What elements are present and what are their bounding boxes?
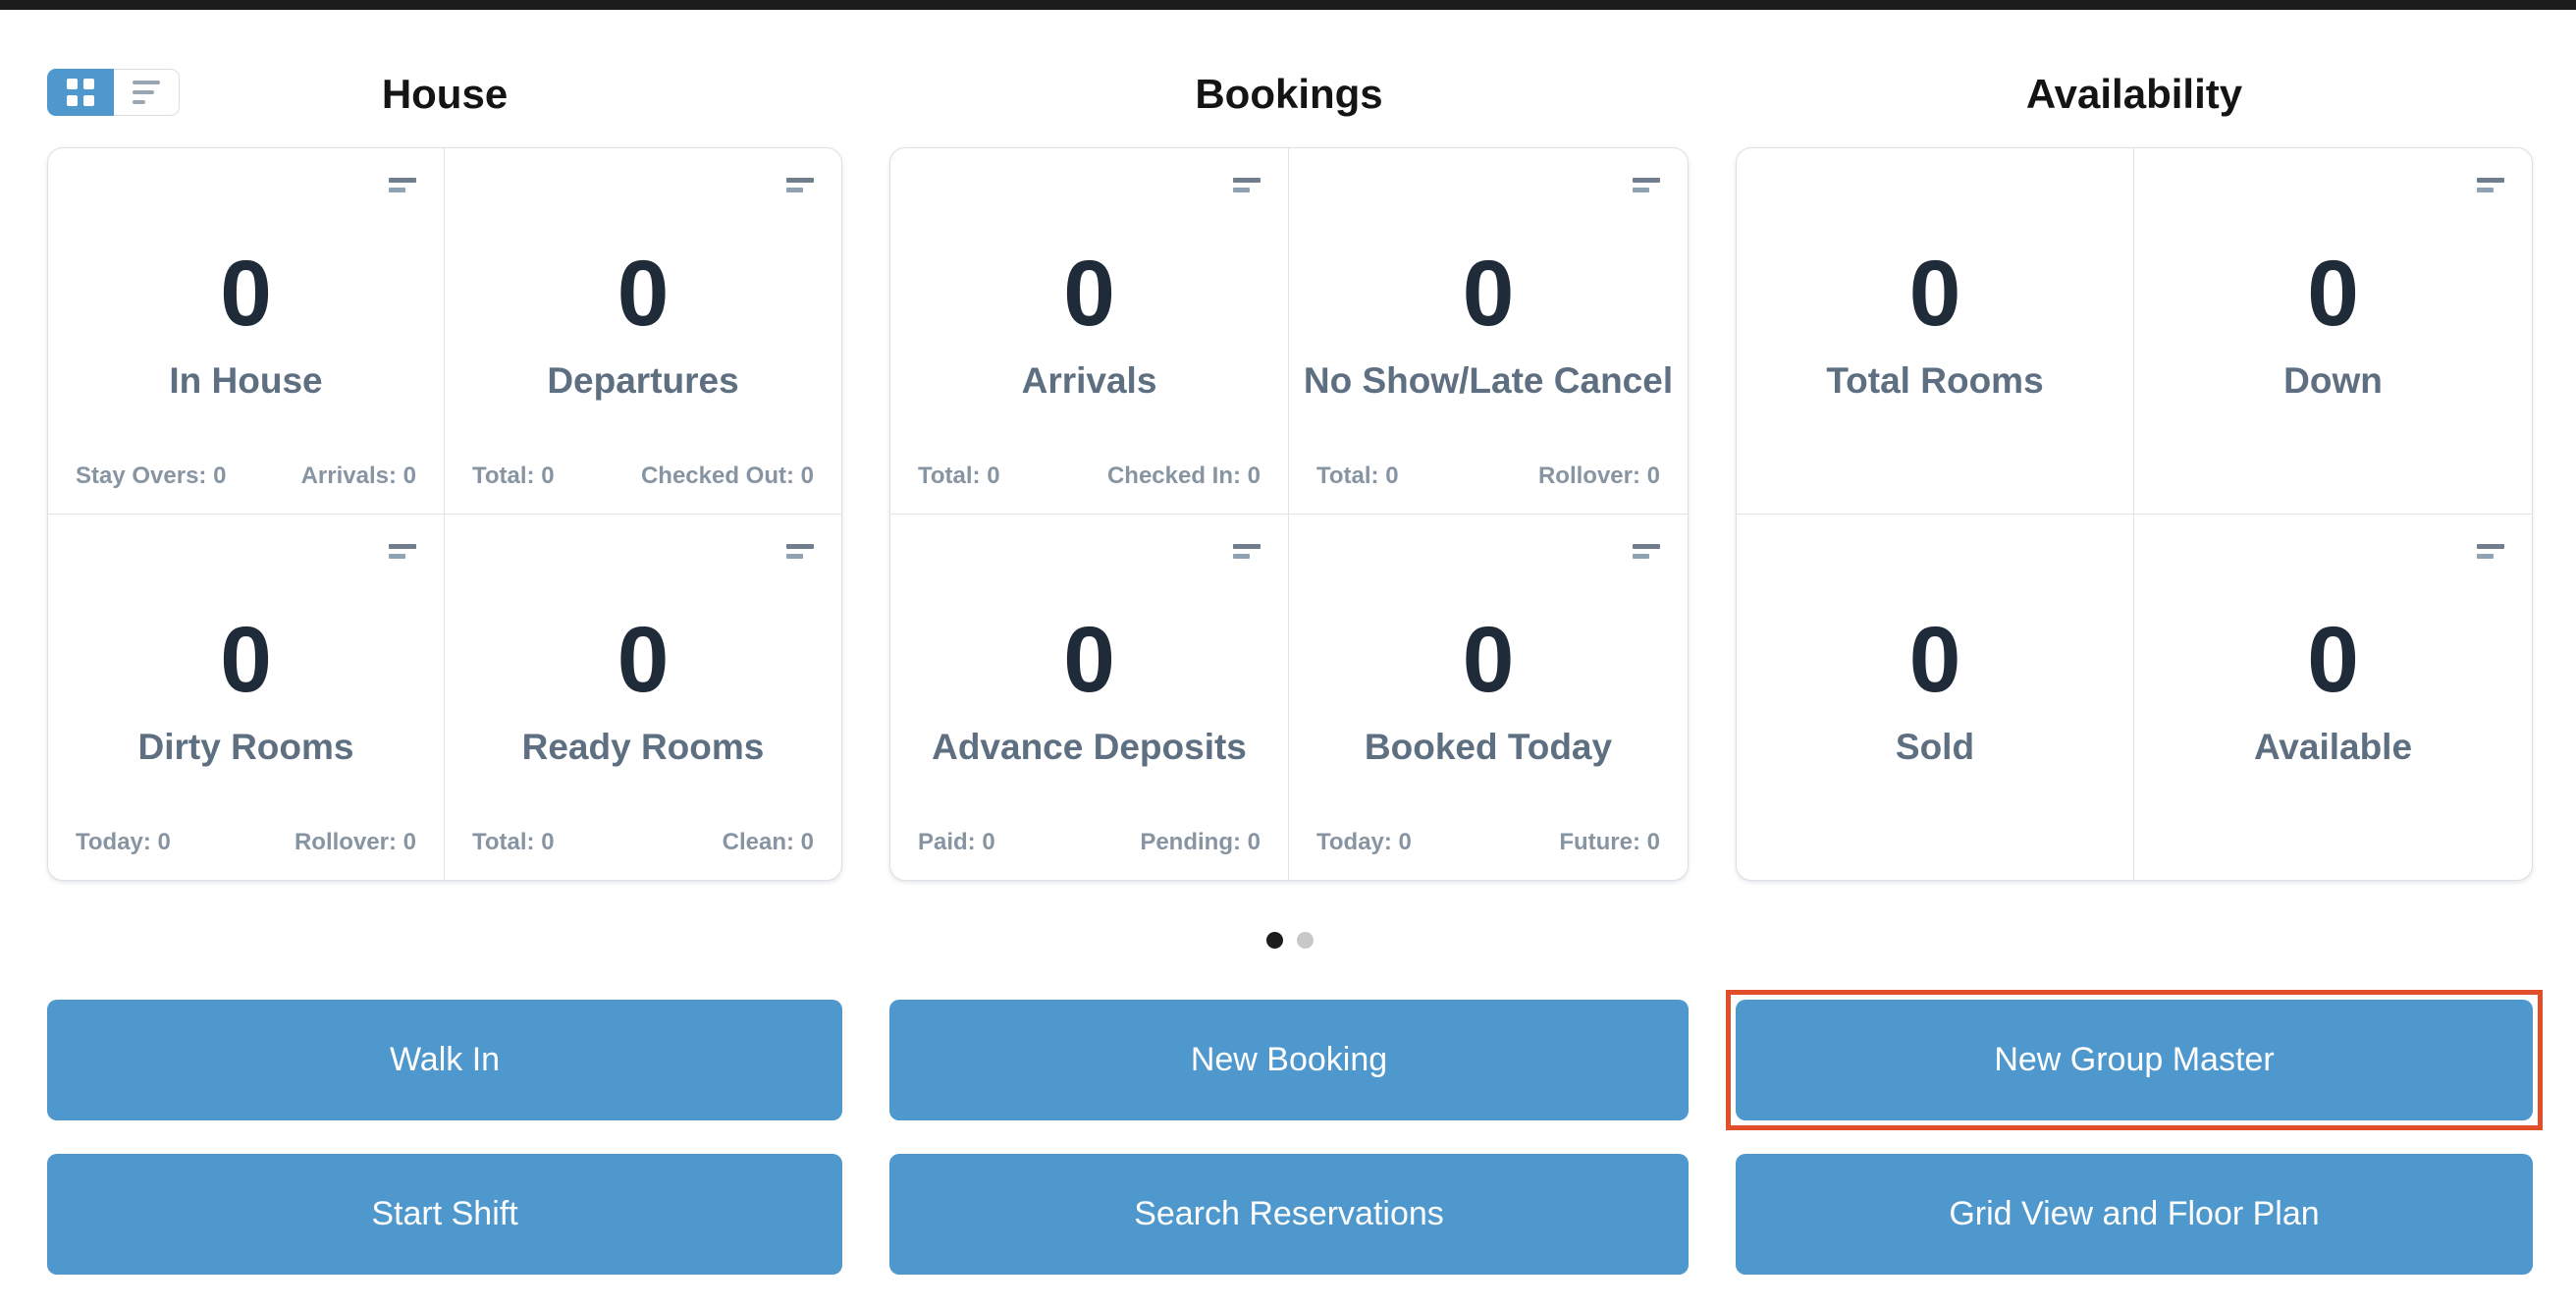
card-value: 0 [220, 241, 272, 346]
card-menu-icon[interactable] [2477, 178, 2504, 192]
walk-in-button[interactable]: Walk In [47, 1000, 842, 1120]
card-label: Arrivals [1021, 359, 1157, 401]
card-value: 0 [1908, 607, 1961, 712]
card-footer-right: Arrivals: 0 [300, 462, 416, 489]
bookings-panel: 0 Arrivals Total: 0 Checked In: 0 0 No S… [889, 147, 1689, 881]
card-label: Dirty Rooms [137, 726, 354, 767]
card-footer-left: Total: 0 [1316, 462, 1399, 489]
card-total-rooms[interactable]: 0 Total Rooms [1737, 148, 2134, 515]
card-menu-icon[interactable] [786, 543, 814, 559]
card-value: 0 [1908, 241, 1961, 346]
card-footer-right: Pending: 0 [1140, 829, 1261, 855]
section-title-bookings: Bookings [1195, 71, 1383, 117]
card-menu-icon[interactable] [1633, 543, 1660, 559]
card-ready-rooms[interactable]: 0 Ready Rooms Total: 0 Clean: 0 [445, 515, 841, 881]
list-lines-icon [133, 81, 160, 104]
card-value: 0 [617, 241, 670, 346]
card-sold[interactable]: 0 Sold [1737, 514, 2134, 880]
grid-2x2-icon [67, 79, 94, 106]
house-panel: 0 In House Stay Overs: 0 Arrivals: 0 0 D… [47, 147, 842, 881]
grid-view-floor-plan-button[interactable]: Grid View and Floor Plan [1736, 1154, 2533, 1275]
card-menu-icon[interactable] [1233, 178, 1261, 192]
new-booking-button[interactable]: New Booking [889, 1000, 1689, 1120]
card-dirty-rooms[interactable]: 0 Dirty Rooms Today: 0 Rollover: 0 [48, 514, 445, 880]
card-value: 0 [1462, 607, 1515, 712]
card-footer-right: Rollover: 0 [1537, 462, 1660, 489]
grid-view-toggle-button[interactable] [47, 69, 114, 116]
card-footer-left: Today: 0 [1316, 829, 1412, 855]
card-value: 0 [1063, 241, 1115, 346]
card-menu-icon[interactable] [786, 178, 814, 192]
card-label: No Show/Late Cancel [1303, 359, 1674, 401]
section-title-house: House [381, 71, 509, 117]
top-black-bar [0, 0, 2576, 10]
carousel-dot-2[interactable] [1297, 932, 1314, 949]
new-group-master-button[interactable]: New Group Master [1736, 1000, 2533, 1120]
card-footer-left: Today: 0 [76, 829, 171, 855]
card-value: 0 [1462, 241, 1515, 346]
card-value: 0 [2307, 241, 2359, 346]
card-footer-right: Clean: 0 [722, 829, 814, 855]
section-titles: House Bookings Availability [47, 71, 2533, 118]
card-footer-left: Total: 0 [918, 462, 1000, 489]
dashboard-panels: 0 In House Stay Overs: 0 Arrivals: 0 0 D… [47, 147, 2533, 881]
card-footer-right: Checked Out: 0 [640, 462, 814, 489]
card-no-show-late-cancel[interactable]: 0 No Show/Late Cancel Total: 0 Rollover:… [1289, 148, 1688, 515]
card-footer-right: Rollover: 0 [294, 829, 416, 855]
card-menu-icon[interactable] [1633, 178, 1660, 192]
section-title-availability: Availability [2025, 71, 2243, 117]
card-menu-icon[interactable] [2477, 543, 2504, 559]
card-down[interactable]: 0 Down [2134, 148, 2532, 515]
card-menu-icon[interactable] [389, 178, 416, 192]
card-label: Total Rooms [1826, 359, 2044, 401]
card-available[interactable]: 0 Available [2134, 515, 2532, 881]
view-toggle [47, 69, 180, 116]
card-footer-right: Future: 0 [1559, 829, 1660, 855]
carousel-dots [47, 932, 2533, 949]
search-reservations-button[interactable]: Search Reservations [889, 1154, 1689, 1275]
carousel-dot-1-active[interactable] [1266, 932, 1283, 949]
card-in-house[interactable]: 0 In House Stay Overs: 0 Arrivals: 0 [48, 148, 445, 515]
card-booked-today[interactable]: 0 Booked Today Today: 0 Future: 0 [1289, 515, 1688, 881]
card-label: Ready Rooms [521, 726, 765, 767]
card-footer-left: Paid: 0 [918, 829, 995, 855]
card-label: Down [2283, 359, 2383, 401]
card-footer-left: Stay Overs: 0 [76, 462, 227, 489]
card-advance-deposits[interactable]: 0 Advance Deposits Paid: 0 Pending: 0 [890, 514, 1289, 880]
card-label: In House [169, 359, 323, 401]
card-label: Available [2253, 726, 2413, 767]
card-footer-left: Total: 0 [472, 462, 555, 489]
card-value: 0 [617, 607, 670, 712]
availability-panel: 0 Total Rooms 0 Down 0 Sold 0 Available [1736, 147, 2533, 881]
list-view-toggle-button[interactable] [114, 69, 180, 116]
card-departures[interactable]: 0 Departures Total: 0 Checked Out: 0 [445, 148, 841, 515]
card-label: Departures [547, 359, 739, 401]
card-arrivals[interactable]: 0 Arrivals Total: 0 Checked In: 0 [890, 148, 1289, 515]
card-value: 0 [2307, 607, 2359, 712]
card-label: Advance Deposits [932, 726, 1247, 767]
card-menu-icon[interactable] [1233, 543, 1261, 559]
card-footer-right: Checked In: 0 [1106, 462, 1261, 489]
card-label: Sold [1895, 726, 1975, 767]
card-value: 0 [1063, 607, 1115, 712]
card-menu-icon[interactable] [389, 543, 416, 559]
card-value: 0 [220, 607, 272, 712]
card-footer-left: Total: 0 [472, 829, 555, 855]
start-shift-button[interactable]: Start Shift [47, 1154, 842, 1275]
card-label: Booked Today [1364, 726, 1613, 767]
action-buttons: Walk In New Booking New Group Master Sta… [47, 990, 2543, 1275]
